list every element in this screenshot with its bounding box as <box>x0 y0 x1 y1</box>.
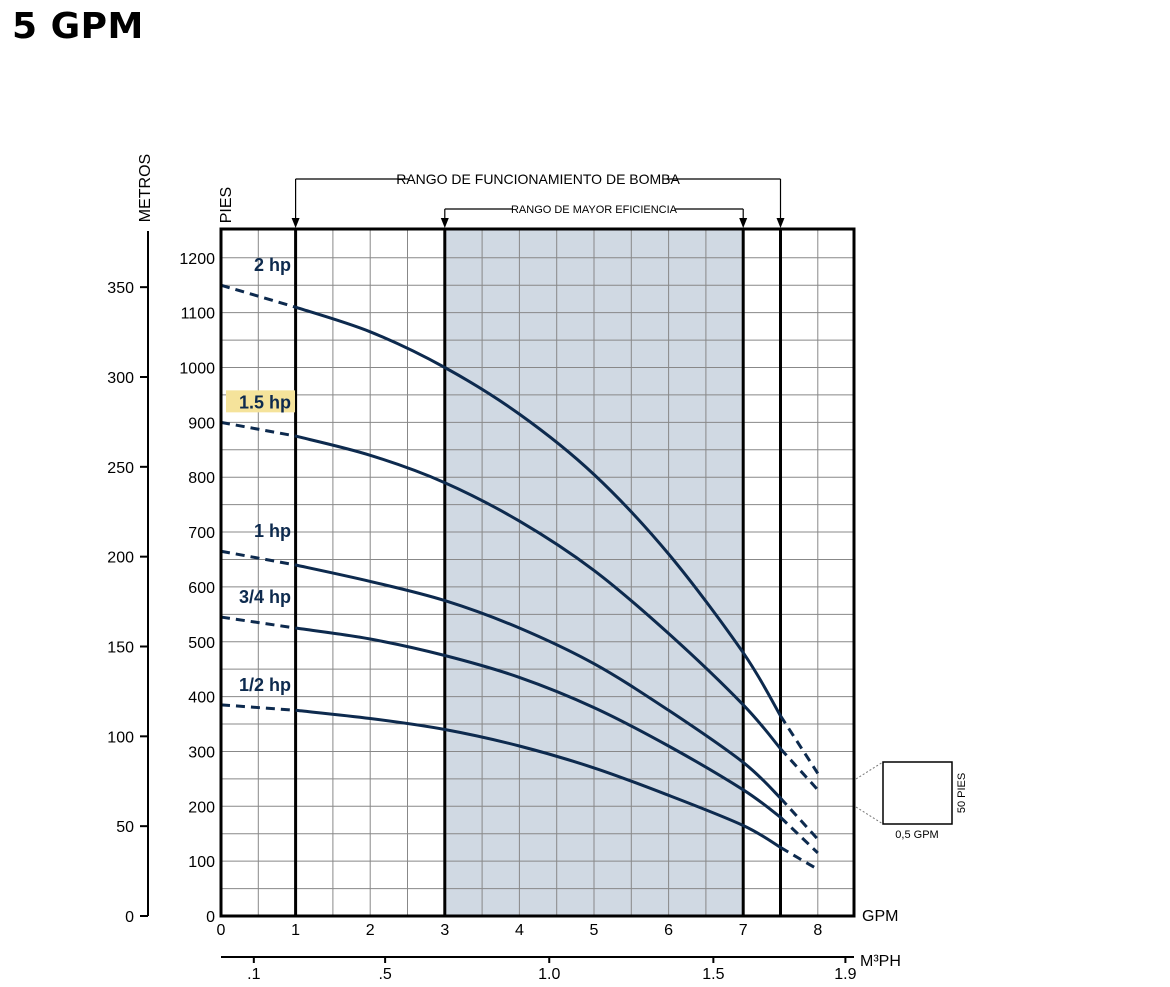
curve-1-2-hp <box>295 708 782 849</box>
curve-dashed-start-1-hp <box>220 549 296 567</box>
series-label-3-4-hp: 3/4 hp <box>239 587 291 607</box>
y-axis-label-feet: PIES <box>218 187 235 223</box>
range-brackets-layer: RANGO DE FUNCIONAMIENTO DE BOMBA RANGO DE… <box>291 171 785 228</box>
y-tick-meters: 50 <box>116 819 134 836</box>
series-label-1-hp: 1 hp <box>254 521 291 541</box>
curve-3-4-hp <box>295 626 782 819</box>
x-tick-m3ph: .1 <box>247 966 260 983</box>
y-tick-feet: 1100 <box>181 306 216 323</box>
grid-layer <box>221 229 854 916</box>
y-tick-feet: 800 <box>188 470 215 487</box>
series-label-2-hp: 2 hp <box>254 255 291 275</box>
y-tick-feet: 500 <box>188 635 215 652</box>
x-axis-label-gpm: GPM <box>862 908 898 925</box>
y-tick-feet: 100 <box>188 854 215 871</box>
y-tick-feet: 400 <box>188 690 215 707</box>
x-tick-gpm: 7 <box>739 922 748 939</box>
curve-dashed-start-1-5-hp <box>220 420 296 438</box>
curve-dashed-end-1-2-hp <box>779 846 819 871</box>
y-tick-feet: 200 <box>188 799 215 816</box>
x-tick-gpm: 2 <box>366 922 375 939</box>
curve-dashed-start-1-2-hp <box>220 703 296 712</box>
curve-dashed-start-3-4-hp <box>220 615 296 630</box>
x-tick-m3ph: 1.9 <box>834 966 856 983</box>
y-tick-feet: 300 <box>188 744 215 761</box>
scale-legend-connector <box>855 761 884 780</box>
y-tick-feet: 700 <box>188 525 215 542</box>
y-tick-meters: 350 <box>107 280 134 297</box>
curve-1-hp <box>295 563 782 800</box>
y-tick-meters: 300 <box>107 370 134 387</box>
x-tick-m3ph: 1.0 <box>538 966 560 983</box>
scale-legend-box <box>882 761 953 825</box>
y-tick-feet: 1200 <box>179 251 215 268</box>
x-tick-gpm: 5 <box>590 922 599 939</box>
x-tick-m3ph: 1.5 <box>702 966 724 983</box>
scale-legend-layer: 0,5 GPM 50 PIES <box>855 761 968 841</box>
x-axis-label-m3ph: M³PH <box>860 953 901 970</box>
curve-1-5-hp <box>295 434 782 750</box>
scale-legend-height-label: 50 PIES <box>956 773 968 813</box>
y-tick-meters: 250 <box>107 460 134 477</box>
x-tick-gpm: 0 <box>217 922 226 939</box>
axes-layer: 0100200300400500600700800900100011001200… <box>107 154 901 983</box>
y-tick-feet: 0 <box>206 909 215 926</box>
curve-dashed-end-2-hp <box>779 714 820 775</box>
y-tick-feet: 900 <box>188 415 215 432</box>
series-label-1-2-hp: 1/2 hp <box>239 675 291 695</box>
y-tick-feet: 1000 <box>179 361 215 378</box>
scale-legend-connector <box>855 806 884 825</box>
efficiency-range-label: RANGO DE MAYOR EFICIENCIA <box>511 204 678 216</box>
x-tick-gpm: 3 <box>440 922 449 939</box>
curve-dashed-start-2-hp <box>220 283 297 309</box>
frame-layer <box>219 227 856 918</box>
scale-legend-width-label: 0,5 GPM <box>895 829 938 841</box>
plot-frame <box>219 227 856 918</box>
curves-layer: 2 hp 1.5 hp 1 hp 3/4 hp 1/2 hp <box>220 255 820 871</box>
y-tick-meters: 100 <box>107 729 134 746</box>
series-label-1-5-hp: 1.5 hp <box>239 392 291 412</box>
x-tick-m3ph: .5 <box>378 966 391 983</box>
y-axis-label-meters: METROS <box>137 154 154 222</box>
curve-2-hp <box>295 305 782 717</box>
x-tick-gpm: 4 <box>515 922 524 939</box>
curve-dashed-end-1-hp <box>779 797 819 841</box>
y-tick-meters: 0 <box>125 909 134 926</box>
efficiency-range-arrow <box>440 218 449 228</box>
curve-dashed-end-1-5-hp <box>779 747 819 791</box>
curve-dashed-end-3-4-hp <box>779 816 819 855</box>
efficiency-range-arrow <box>739 218 748 228</box>
x-tick-gpm: 6 <box>664 922 673 939</box>
operating-range-arrow <box>776 218 785 228</box>
y-tick-meters: 200 <box>107 550 134 567</box>
y-tick-feet: 600 <box>188 580 215 597</box>
operating-range-label: RANGO DE FUNCIONAMIENTO DE BOMBA <box>396 171 680 187</box>
y-tick-meters: 150 <box>107 639 134 656</box>
x-tick-gpm: 8 <box>813 922 822 939</box>
operating-range-arrow <box>291 218 300 228</box>
series-label-highlight <box>226 390 295 413</box>
page-title: 5 GPM <box>12 6 144 47</box>
x-tick-gpm: 1 <box>291 922 300 939</box>
